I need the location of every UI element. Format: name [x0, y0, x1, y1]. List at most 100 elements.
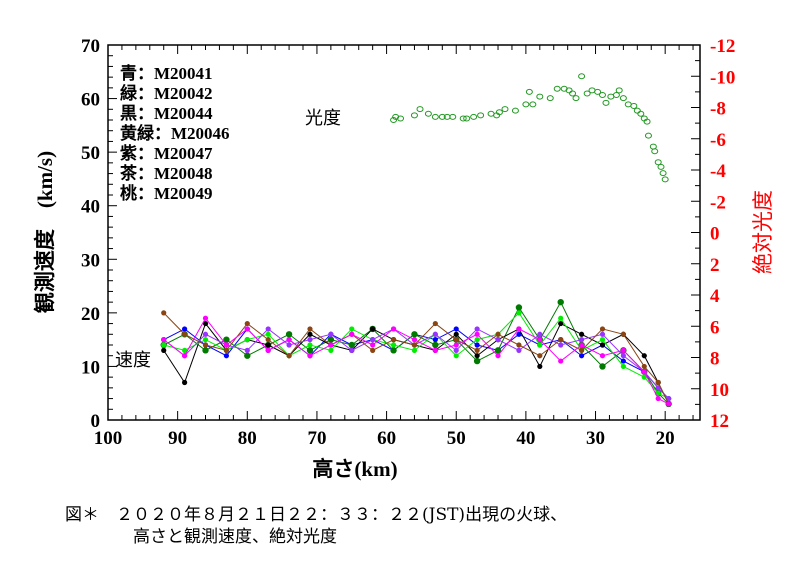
- x-tick-label: 50: [447, 428, 466, 449]
- data-point-M20049: [161, 337, 167, 343]
- magnitude-point: [657, 163, 665, 170]
- data-point-M20047: [307, 337, 313, 343]
- data-point-M20041: [620, 358, 626, 364]
- y-tick-label: 20: [81, 304, 100, 325]
- x-tick-label: 40: [516, 428, 535, 449]
- magnitude-point: [615, 87, 623, 94]
- data-point-M20046: [202, 337, 209, 343]
- data-point-M20042: [599, 363, 606, 370]
- y2-tick-label: -8: [710, 99, 726, 120]
- data-point-M20042: [306, 347, 314, 354]
- magnitude-point: [644, 132, 652, 139]
- magnitude-point: [495, 109, 503, 116]
- data-point-M20047: [202, 331, 209, 337]
- magnitude-point: [630, 102, 638, 109]
- velocity-annotation: 速度: [115, 350, 151, 370]
- magnitude-marks: [390, 73, 669, 183]
- data-point-M20049: [244, 326, 250, 332]
- magnitude-point: [598, 92, 606, 98]
- data-point-M20046: [558, 315, 564, 321]
- magnitude-point: [459, 115, 467, 122]
- magnitude-point: [654, 159, 662, 166]
- magnitude-point: [397, 115, 405, 122]
- x-tick-label: 70: [307, 428, 326, 449]
- data-point-M20048: [411, 342, 418, 348]
- data-point-M20049: [328, 342, 334, 348]
- data-point-M20048: [655, 379, 661, 386]
- data-point-M20049: [620, 347, 626, 353]
- data-point-M20048: [244, 320, 250, 327]
- magnitude-point: [572, 95, 580, 102]
- y-tick-label: 40: [81, 197, 100, 218]
- magnitude-point: [424, 110, 432, 117]
- magnitude-point: [438, 113, 446, 120]
- data-point-M20046: [537, 342, 543, 348]
- legend-entry: 黄緑：M20046: [120, 123, 230, 143]
- legend-entry: 紫：M20047: [120, 143, 213, 163]
- magnitude-point: [529, 101, 537, 108]
- data-point-M20048: [390, 337, 397, 343]
- magnitude-point: [553, 85, 561, 92]
- data-point-M20049: [286, 337, 292, 343]
- magnitude-point: [578, 73, 586, 80]
- data-point-M20047: [620, 353, 626, 359]
- y2-tick-label: 10: [710, 380, 729, 401]
- series-line-M20049: [163, 317, 669, 405]
- data-point-M20049: [474, 331, 480, 337]
- data-point-M20048: [579, 347, 585, 353]
- axis-ticks: 100 90 80 70 60 50 40 30 20010203040506070121086…: [81, 36, 735, 449]
- data-point-M20049: [390, 326, 397, 332]
- data-point-M20044: [453, 331, 459, 337]
- data-point-M20047: [558, 342, 564, 348]
- data-point-M20049: [370, 342, 376, 348]
- data-point-M20049: [265, 347, 271, 353]
- data-point-M20044: [265, 342, 271, 348]
- data-point-M20047: [370, 337, 376, 343]
- data-point-M20044: [599, 342, 606, 348]
- data-point-M20048: [641, 363, 647, 370]
- magnitude-point: [633, 107, 641, 114]
- data-point-M20042: [244, 352, 251, 359]
- y-tick-label: 70: [81, 36, 100, 57]
- legend-entry: 桃：M20049: [120, 183, 213, 203]
- data-point-M20047: [265, 326, 271, 332]
- data-point-M20041: [453, 326, 459, 332]
- data-point-M20048: [161, 310, 167, 316]
- data-point-M20044: [182, 379, 188, 386]
- magnitude-point: [651, 148, 659, 155]
- x-tick-label: 80: [238, 428, 257, 449]
- series-line-M20046: [163, 312, 669, 400]
- y2-tick-label: 0: [710, 224, 720, 245]
- data-point-M20047: [349, 347, 355, 353]
- data-point-M20042: [494, 347, 502, 354]
- data-point-M20042: [473, 357, 481, 365]
- magnitude-annotation: 光度: [305, 108, 341, 128]
- data-point-M20047: [495, 337, 501, 343]
- magnitude-point: [602, 99, 610, 106]
- data-point-M20048: [599, 326, 606, 332]
- data-point-M20048: [307, 326, 313, 332]
- y2-tick-label: -12: [710, 36, 735, 57]
- x-tick-label: 90: [168, 428, 187, 449]
- data-point-M20044: [202, 320, 209, 327]
- magnitude-point: [546, 95, 554, 102]
- data-point-M20048: [223, 347, 229, 353]
- data-point-M20048: [202, 342, 209, 348]
- data-point-M20049: [666, 401, 672, 407]
- data-point-M20048: [182, 331, 188, 337]
- magnitude-point: [569, 90, 577, 97]
- data-point-M20041: [223, 353, 229, 359]
- x-tick-label: 100: [94, 428, 123, 449]
- y-tick-label: 30: [81, 250, 100, 271]
- data-point-M20042: [515, 304, 523, 311]
- data-point-M20047: [432, 331, 438, 337]
- data-point-M20048: [620, 331, 626, 337]
- data-point-M20044: [579, 331, 585, 337]
- data-point-M20049: [495, 353, 501, 359]
- data-point-M20048: [265, 337, 271, 343]
- y-tick-label: 10: [81, 357, 100, 378]
- legend-entry: 茶：M20048: [120, 163, 213, 183]
- magnitude-point: [463, 115, 471, 122]
